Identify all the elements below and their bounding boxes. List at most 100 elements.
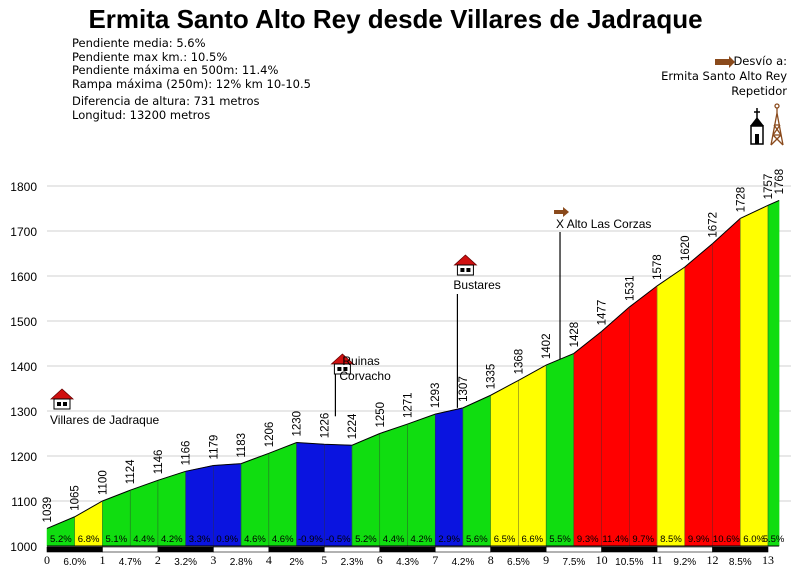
profile-segment: [379, 423, 408, 547]
km-gradient-label: 8.5%: [729, 557, 752, 568]
x-tick-label: 2: [155, 553, 161, 567]
y-tick-label: 1500: [10, 315, 37, 329]
segment-gradient-label: 5.5%: [549, 534, 571, 545]
profile-segment: [684, 243, 713, 547]
y-tick-label: 1700: [10, 225, 37, 239]
elevation-label: 1728: [735, 187, 747, 213]
elevation-label: 1335: [486, 364, 498, 390]
segment-gradient-label: 4.4%: [133, 534, 155, 545]
elevation-label: 1307: [458, 376, 470, 402]
y-tick-label: 1000: [10, 540, 37, 554]
annotation-label: Ruinas: [342, 354, 379, 368]
km-scale-segment: [379, 546, 436, 553]
y-tick-label: 1200: [10, 450, 37, 464]
profile-segments: [46, 199, 780, 547]
segment-gradient-label: 6.0%: [743, 534, 765, 545]
segment-gradient-label: -0.5%: [326, 534, 351, 545]
y-tick-label: 1600: [10, 270, 37, 284]
profile-segment: [573, 330, 602, 547]
profile-segment: [629, 285, 658, 547]
profile-segment: [268, 442, 297, 547]
km-gradient-label: 2.8%: [230, 557, 253, 568]
km-scale-segment: [545, 546, 602, 553]
profile-outline: [46, 199, 780, 529]
profile-segment: [601, 306, 630, 547]
y-tick-label: 1300: [10, 405, 37, 419]
km-gradient-label: 7.5%: [562, 557, 585, 568]
elevation-label: 1124: [125, 459, 137, 484]
elevation-label: 1065: [70, 485, 82, 511]
segment-gradient-label: 5.2%: [355, 534, 377, 545]
profile-segment: [240, 452, 270, 547]
profile-segment: [296, 442, 325, 547]
elevation-label: 1271: [403, 392, 415, 418]
desvio-line-repetidor: Repetidor: [731, 84, 787, 98]
elevation-label: 1620: [680, 235, 692, 261]
stat-longitud: Longitud: 13200 metros: [72, 107, 211, 122]
x-tick-label: 10: [596, 553, 608, 567]
arrow-icon: [554, 207, 570, 217]
km-gradient-label: 10.5%: [615, 557, 643, 568]
km-scale-segment: [656, 546, 713, 553]
segment-gradient-label: 6.8%: [78, 534, 100, 545]
antenna-icon: [770, 103, 784, 146]
segment-gradient-label: 4.2%: [411, 534, 433, 545]
stat-diferencia-altura: Diferencia de altura: 731 metros: [72, 94, 260, 108]
x-tick-label: 8: [488, 553, 494, 567]
km-scale-segment: [46, 546, 103, 553]
x-tick-label: 0: [44, 553, 50, 567]
x-tick-label: 6: [377, 553, 383, 567]
stat-pendiente-max-km: Pendiente max km.: 10.5%: [72, 49, 228, 64]
annotation-label: X Alto Las Corzas: [556, 217, 651, 231]
segment-gradient-label: 8.5%: [660, 534, 682, 545]
profile-segment: [545, 353, 575, 547]
annotation-label: Corvacho: [339, 369, 391, 383]
segment-gradient-label: 10.6%: [713, 534, 740, 545]
elevation-label: 1531: [624, 275, 636, 301]
annotation-label: Bustares: [453, 278, 500, 292]
elevation-label: 1428: [569, 322, 581, 348]
profile-segment: [518, 364, 547, 547]
elevation-label: 1224: [347, 413, 359, 439]
annotation-label: Villares de Jadraque: [50, 413, 160, 427]
segment-gradient-label: 5.1%: [105, 534, 127, 545]
profile-segment: [434, 407, 464, 547]
profile-segment: [656, 266, 686, 547]
km-gradient-label: 2%: [289, 557, 304, 568]
elevation-label: 1368: [513, 349, 525, 375]
x-tick-label: 4: [266, 553, 272, 567]
elevation-label: 1166: [181, 441, 193, 466]
elevation-label: 1477: [597, 300, 609, 326]
x-tick-label: 13: [762, 553, 774, 567]
elevation-label: 1578: [652, 254, 664, 280]
km-gradient-label: 4.7%: [119, 557, 142, 568]
km-gradient-label: 2.3%: [341, 557, 364, 568]
profile-segment: [462, 394, 491, 547]
house-icon: [330, 353, 355, 375]
segment-gradient-label: -0.9%: [298, 534, 323, 545]
elevation-label: 1768: [774, 169, 786, 195]
stat-pendiente-max-500m: Pendiente máxima en 500m: 11.4%: [72, 63, 279, 77]
x-tick-label: 11: [651, 553, 663, 567]
chapel-icon: [750, 108, 764, 145]
elevation-label: 1146: [153, 450, 165, 475]
x-tick-label: 3: [210, 553, 216, 567]
house-icon: [49, 388, 75, 410]
km-scale-segment: [324, 546, 381, 553]
segment-gradient-label: 4.6%: [272, 534, 294, 545]
segment-gradient-label: 6.6%: [521, 534, 543, 545]
segment-gradient-label: 2.9%: [438, 534, 460, 545]
x-tick-label: 7: [432, 553, 438, 567]
x-tick-label: 1: [99, 553, 105, 567]
km-scale-segment: [490, 546, 547, 553]
elevation-label: 1293: [430, 383, 442, 409]
desvio-note: Desvío a: Ermita Santo Alto Rey Repetido…: [661, 54, 787, 99]
km-scale-segment: [268, 546, 325, 553]
km-scale-segment: [434, 546, 491, 553]
stats-block: Pendiente media: 5.6% Pendiente max km.:…: [72, 36, 311, 122]
profile-segment: [712, 217, 741, 547]
elevation-label: 1039: [42, 497, 54, 523]
house-icon: [453, 254, 478, 276]
